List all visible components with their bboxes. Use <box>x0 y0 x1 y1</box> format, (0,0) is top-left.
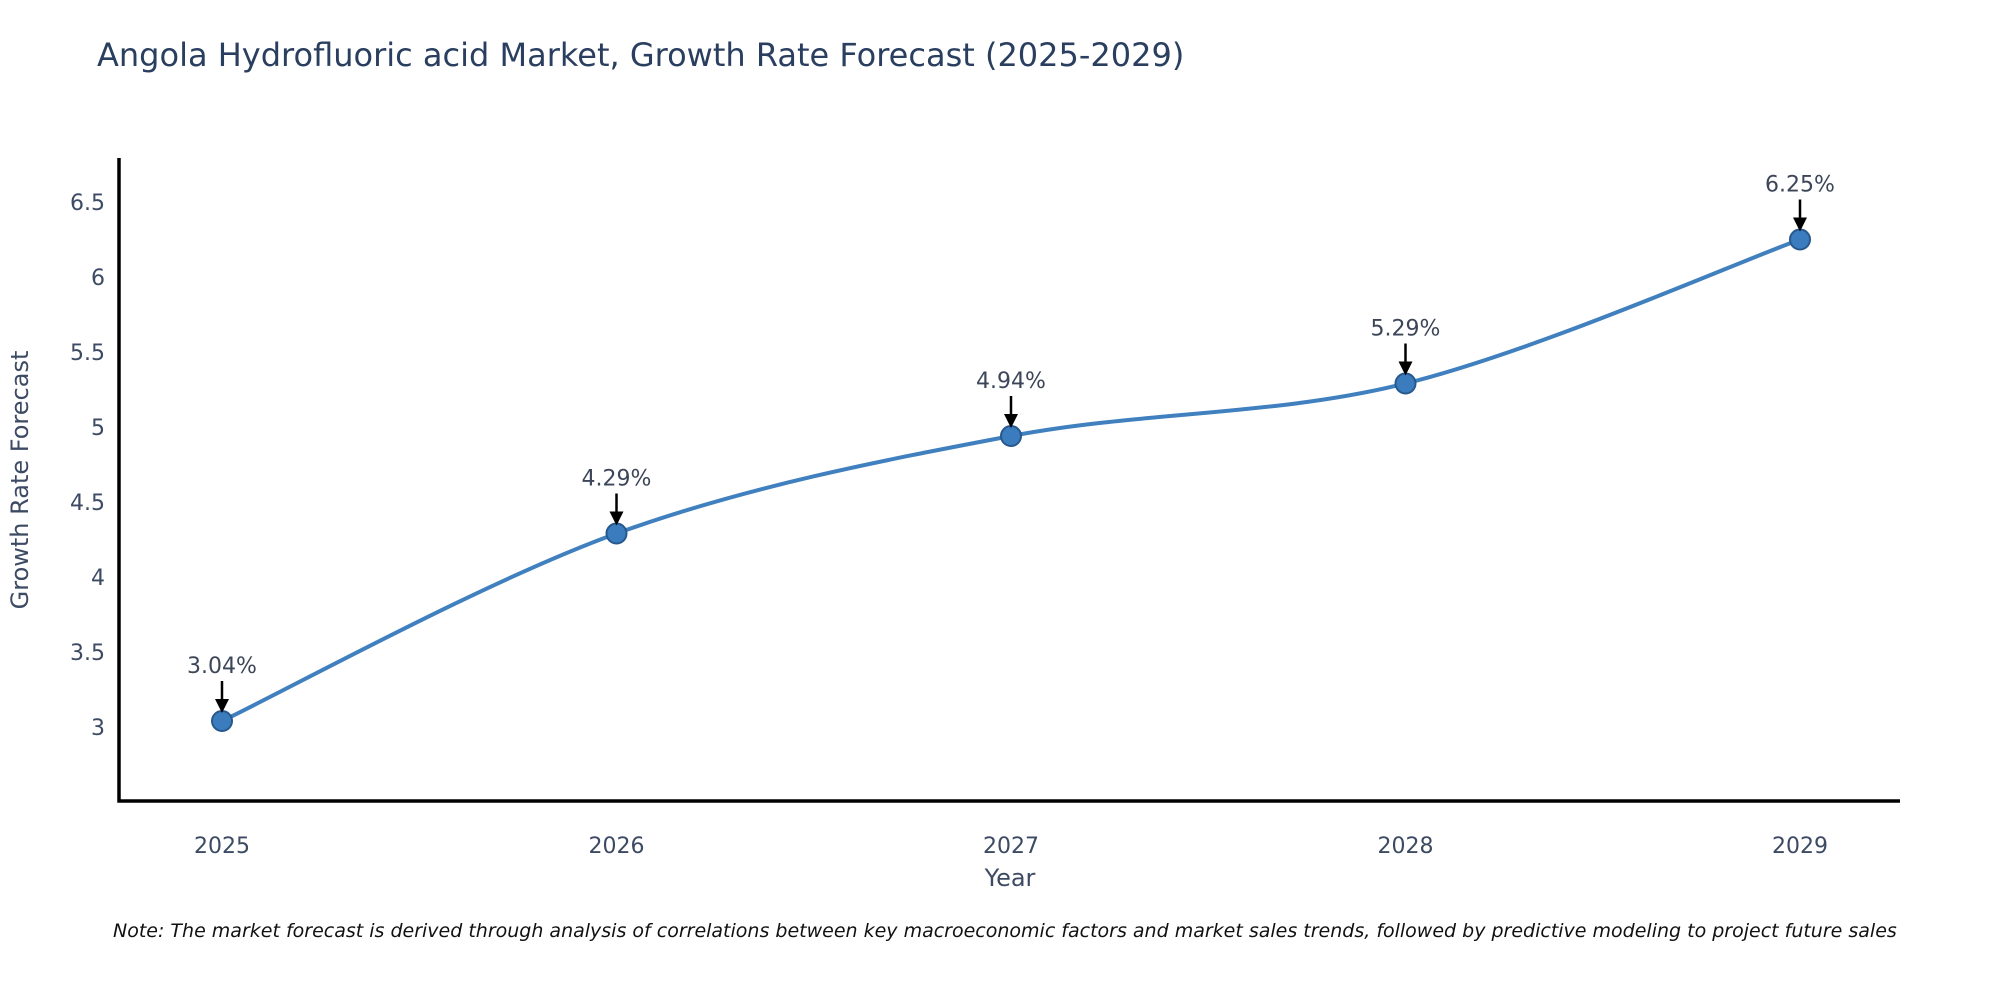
y-tick-label: 6 <box>91 266 105 291</box>
data-point <box>1394 372 1417 395</box>
data-point <box>1000 425 1022 447</box>
y-tick-label: 4 <box>91 566 105 591</box>
x-axis-title: Year <box>984 864 1036 892</box>
x-tick-label: 2027 <box>983 834 1039 859</box>
footnote: Note: The market forecast is derived thr… <box>113 920 1897 942</box>
x-tick-label: 2029 <box>1772 834 1828 859</box>
y-tick-label: 6.5 <box>70 191 105 216</box>
y-axis-title: Growth Rate Forecast <box>6 351 34 610</box>
series-line <box>220 237 1802 723</box>
y-tick-label: 5 <box>91 416 105 441</box>
axis-spines <box>117 158 1900 803</box>
annotation-arrow-head-icon <box>1004 414 1018 428</box>
x-tick-label: 2028 <box>1378 834 1434 859</box>
annotation-arrow-head-icon <box>609 511 624 526</box>
x-tick-label: 2026 <box>589 834 645 859</box>
data-point-label: 4.29% <box>582 467 652 492</box>
y-tick-label: 3 <box>91 716 105 741</box>
x-tick-label: 2025 <box>194 834 250 859</box>
annotation-arrow-head-icon <box>1793 217 1807 232</box>
y-tick-label: 4.5 <box>70 491 105 516</box>
data-point <box>211 710 233 732</box>
chart-title: Angola Hydrofluoric acid Market, Growth … <box>97 36 1185 74</box>
annotation-arrow-head-icon <box>1398 361 1413 376</box>
data-point <box>1789 228 1811 251</box>
data-point-label: 4.94% <box>976 369 1046 394</box>
data-point-label: 3.04% <box>187 654 257 679</box>
data-point-label: 6.25% <box>1765 173 1835 198</box>
y-tick-label: 3.5 <box>70 641 105 666</box>
y-tick-label: 5.5 <box>70 341 105 366</box>
annotation-arrow-head-icon <box>215 699 229 713</box>
data-point <box>605 522 628 545</box>
data-point-label: 5.29% <box>1371 317 1441 342</box>
